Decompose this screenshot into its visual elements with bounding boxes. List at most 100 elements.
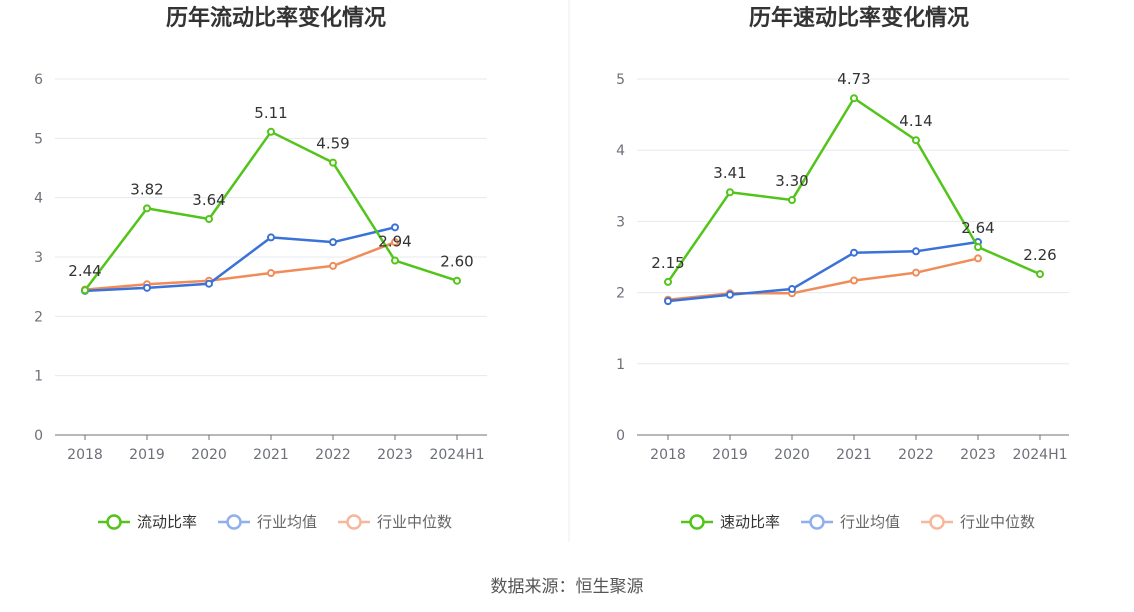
series-point [329,238,337,247]
legend-item-2[interactable]: 行业均值 [218,513,317,531]
series-point [664,297,672,306]
x-tick-label: 2024H1 [429,447,484,463]
series-point [726,290,734,299]
legend-item-1[interactable]: 速动比率 [681,513,780,531]
x-tick-label: 2024H1 [1012,447,1067,463]
x-tick-label: 2018 [650,447,686,463]
legend-item-3[interactable]: 行业中位数 [921,513,1035,531]
series-point [912,247,920,256]
series-point [453,276,461,285]
legend-label[interactable]: 流动比率 [137,513,197,531]
legend-circle-icon [346,514,362,530]
legend-item-3[interactable]: 行业中位数 [338,513,452,531]
x-tick-label: 2022 [898,447,934,463]
chart-panel-2: 历年速动比率变化情况 0 1 2 3 4 5 2018 2019 2020 2021 2022 2023… [616,5,1069,531]
y-tick-label: 4 [616,143,625,159]
series-point [391,256,399,265]
legend-label[interactable]: 行业均值 [257,513,317,531]
data-label: 2.64 [961,219,994,237]
y-tick-label: 5 [34,131,43,147]
y-tick-label: 3 [616,214,625,230]
x-tick-label: 2020 [774,447,810,463]
data-label: 2.60 [440,253,473,271]
series-point [205,279,213,288]
y-tick-label: 1 [34,369,43,385]
series-point [850,94,858,103]
series-point [912,268,920,277]
x-tick-label: 2022 [315,447,351,463]
y-tick-label: 2 [616,286,625,302]
y-tick-label: 0 [616,428,625,444]
series-point [788,285,796,294]
data-label: 2.44 [68,262,101,280]
series-point [912,136,920,145]
series-line-2 [84,226,396,293]
legend-circle-icon [929,514,945,530]
x-tick-label: 2020 [191,447,227,463]
y-tick-label: 1 [616,357,625,373]
data-label: 4.73 [837,70,870,88]
data-label: 4.14 [899,112,932,130]
series-point [329,261,337,270]
series-point [205,215,213,224]
legend-circle-icon [809,514,825,530]
y-tick-label: 3 [34,250,43,266]
x-tick-label: 2023 [960,447,996,463]
series-point [974,254,982,263]
data-source-note: 数据来源：恒生聚源 [491,577,644,597]
legend-item-2[interactable]: 行业均值 [801,513,900,531]
series-point [664,277,672,286]
series-point [329,158,337,167]
y-tick-label: 5 [616,72,625,88]
chart-title: 历年流动比率变化情况 [166,5,386,31]
series-point [143,204,151,213]
legend-label[interactable]: 速动比率 [720,513,780,531]
data-label: 2.15 [651,254,684,272]
data-label: 4.59 [316,135,349,153]
series-point [143,283,151,292]
series-point [788,196,796,205]
y-tick-label: 2 [34,309,43,325]
x-tick-label: 2018 [67,447,103,463]
series-point [1036,270,1044,279]
series-point [391,223,399,232]
series-point [267,269,275,278]
data-label: 3.30 [775,172,808,190]
series-line-3 [84,240,396,291]
legend-label[interactable]: 行业中位数 [377,513,452,531]
data-label: 5.11 [254,104,287,122]
data-label: 3.41 [713,164,746,182]
data-label: 3.64 [192,191,225,209]
legend-circle-icon [689,514,705,530]
series-point [726,188,734,197]
series-line-1 [84,130,458,291]
legend-circle-icon [106,514,122,530]
series-line-3 [667,257,979,301]
x-tick-label: 2019 [712,447,748,463]
y-tick-label: 0 [34,428,43,444]
chart-title: 历年速动比率变化情况 [749,5,969,31]
data-label: 2.26 [1023,246,1056,264]
legend-item-1[interactable]: 流动比率 [98,513,197,531]
series-point [391,238,399,247]
legend-circle-icon [226,514,242,530]
data-label: 3.82 [130,180,163,198]
series-point [974,243,982,252]
series-point [81,286,89,295]
legend-label[interactable]: 行业中位数 [960,513,1035,531]
series-point [850,276,858,285]
series-point [850,248,858,257]
x-tick-label: 2021 [253,447,289,463]
x-tick-label: 2019 [129,447,165,463]
chart-panel-1: 历年流动比率变化情况 0 1 2 3 4 5 6 2018 2019 2020 2021 2022 202… [34,5,487,531]
series-line-2 [667,240,979,303]
x-tick-label: 2021 [836,447,872,463]
data-label: 2.94 [378,233,411,251]
x-tick-label: 2023 [377,447,413,463]
y-tick-label: 6 [34,72,43,88]
series-point [267,233,275,242]
y-tick-label: 4 [34,191,43,207]
legend-label[interactable]: 行业均值 [840,513,900,531]
series-point [267,127,275,136]
